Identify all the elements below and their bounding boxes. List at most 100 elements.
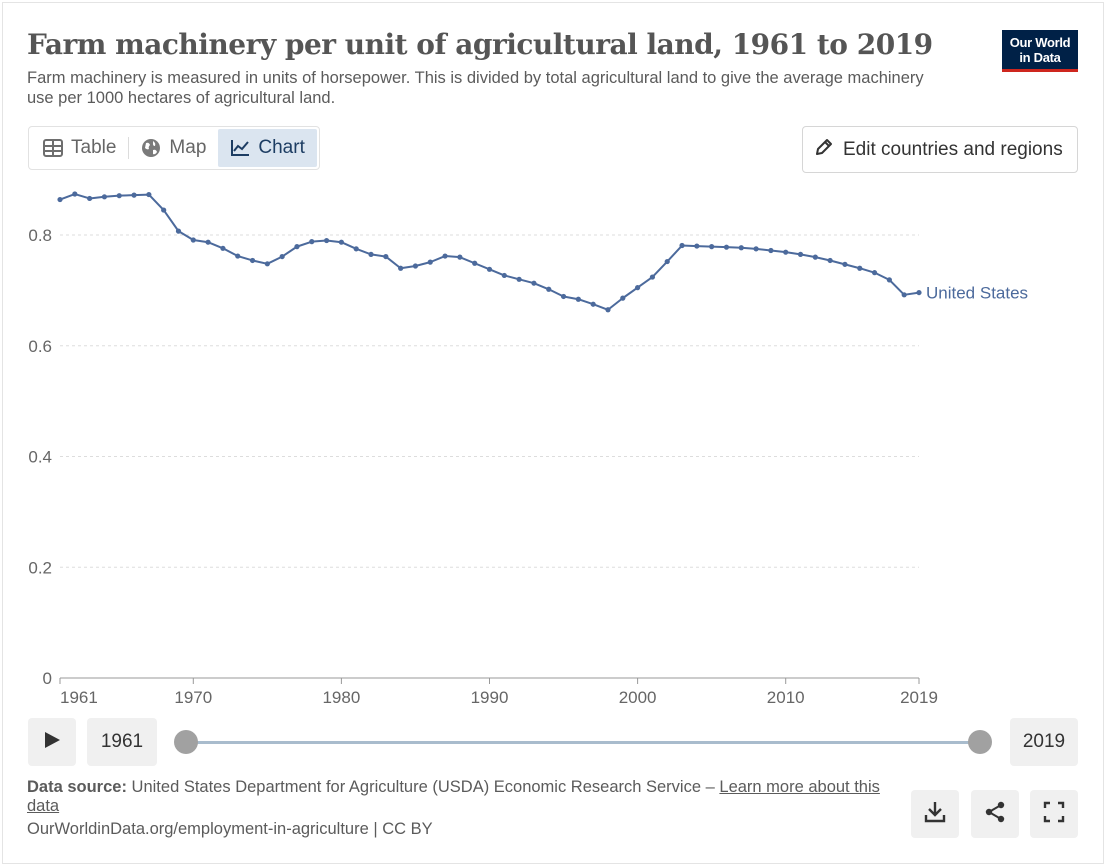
data-point <box>264 261 270 267</box>
x-tick-label: 1970 <box>174 688 212 707</box>
series-label: United States <box>926 284 1028 303</box>
data-point <box>871 270 878 276</box>
data-point <box>146 191 152 198</box>
y-tick-label: 0.8 <box>28 226 52 245</box>
learn-more-link[interactable]: Learn more about this data <box>27 778 880 815</box>
data-point <box>116 193 122 199</box>
tab-table-label: Table <box>71 137 117 158</box>
data-point <box>664 258 670 265</box>
data-point <box>649 274 656 280</box>
pencil-icon <box>815 138 833 162</box>
share-button[interactable] <box>971 790 1019 838</box>
data-point <box>886 277 892 283</box>
fullscreen-icon <box>1043 801 1065 828</box>
series-layer: United States <box>57 191 1028 313</box>
data-point <box>72 191 78 197</box>
data-point <box>916 289 922 296</box>
data-point <box>190 237 196 243</box>
data-point <box>131 192 137 198</box>
data-point <box>768 247 774 254</box>
download-button[interactable] <box>911 790 959 838</box>
play-icon <box>42 730 62 755</box>
play-button[interactable] <box>28 718 76 766</box>
data-point <box>723 244 730 250</box>
data-point <box>472 260 478 266</box>
data-point <box>220 245 226 251</box>
x-tick-label: 2019 <box>900 688 938 707</box>
data-point <box>249 257 256 264</box>
y-axis-ticks: 0 0.2 0.4 0.6 0.8 <box>28 226 52 688</box>
data-point <box>590 301 596 307</box>
timeline-end-year[interactable]: 2019 <box>1010 718 1078 766</box>
data-point <box>294 244 300 250</box>
share-icon <box>983 800 1007 829</box>
data-point <box>57 196 63 203</box>
data-point <box>412 263 419 269</box>
data-point <box>353 246 359 252</box>
x-tick-label: 2010 <box>767 688 805 707</box>
data-point <box>516 276 522 282</box>
timeline-end-handle[interactable] <box>968 730 992 754</box>
data-point <box>383 253 389 260</box>
data-point <box>635 285 641 291</box>
data-point <box>753 246 759 252</box>
edit-countries-button[interactable]: Edit countries and regions <box>802 126 1078 173</box>
url-license[interactable]: OurWorldinData.org/employment-in-agricul… <box>27 820 433 838</box>
edit-countries-label: Edit countries and regions <box>843 138 1063 160</box>
source-line: Data source: United States Department fo… <box>27 778 907 816</box>
data-point <box>87 195 93 202</box>
tab-chart-label: Chart <box>258 137 305 158</box>
source-label: Data source: <box>27 778 127 796</box>
y-tick-label: 0.4 <box>28 448 52 467</box>
data-point <box>546 286 552 292</box>
data-point <box>205 239 211 245</box>
data-point <box>531 280 537 286</box>
view-tabs: Table Map Chart <box>28 126 320 170</box>
data-point <box>738 245 744 251</box>
data-point <box>620 295 626 301</box>
data-point <box>501 272 507 279</box>
timeline-start-handle[interactable] <box>174 730 198 754</box>
timeline-start-year[interactable]: 1961 <box>87 718 157 766</box>
owid-logo[interactable]: Our World in Data <box>1002 30 1078 72</box>
data-point <box>338 239 344 245</box>
data-point <box>842 261 848 267</box>
logo-line-1: Our World <box>1009 35 1071 50</box>
data-point <box>323 237 330 244</box>
data-point <box>457 254 463 260</box>
data-point <box>560 293 567 300</box>
tab-chart[interactable]: Chart <box>218 129 317 167</box>
download-icon <box>923 800 947 829</box>
tab-table[interactable]: Table <box>31 129 128 167</box>
data-point <box>101 194 108 200</box>
data-point <box>486 266 493 272</box>
data-point <box>605 307 611 313</box>
data-point <box>175 228 182 234</box>
timeline-track[interactable] <box>186 741 980 744</box>
data-point <box>694 243 700 249</box>
data-point <box>783 249 789 255</box>
chart-footer: Data source: United States Department fo… <box>27 778 907 839</box>
data-point <box>575 296 581 302</box>
data-point <box>427 259 433 265</box>
data-point <box>309 239 315 245</box>
data-point <box>398 265 404 271</box>
y-tick-label: 0 <box>43 669 52 688</box>
fullscreen-button[interactable] <box>1030 790 1078 838</box>
data-point <box>279 253 285 260</box>
tab-map[interactable]: Map <box>129 129 218 167</box>
globe-icon <box>141 138 161 158</box>
series-line <box>59 193 920 311</box>
data-point <box>709 244 715 250</box>
logo-line-2: in Data <box>1019 50 1061 65</box>
line-chart-icon <box>230 139 250 157</box>
data-point <box>812 254 818 260</box>
y-tick-label: 0.6 <box>28 337 52 356</box>
data-point <box>442 253 448 259</box>
x-tick-label: 1990 <box>471 688 509 707</box>
logo-accent-bar <box>1002 69 1078 72</box>
tab-map-label: Map <box>169 137 207 158</box>
gridlines <box>60 234 919 568</box>
x-tick-label: 2000 <box>619 688 657 707</box>
